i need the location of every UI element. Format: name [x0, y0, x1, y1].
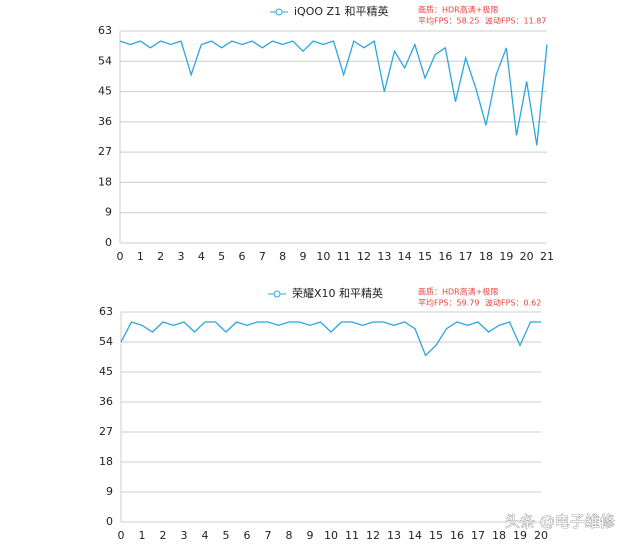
legend-label: 荣耀X10 和平精英: [292, 286, 383, 300]
x-tick-label: 8: [279, 250, 286, 263]
watermark: 头条 @电子维修: [505, 513, 615, 531]
x-tick-label: 13: [377, 250, 391, 263]
annotation: 波动FPS：0.62: [485, 298, 541, 308]
x-tick-label: 3: [178, 250, 185, 263]
x-tick-label: 5: [218, 250, 225, 263]
x-tick-label: 11: [337, 250, 351, 263]
x-tick-label: 19: [499, 250, 513, 263]
x-tick-label: 13: [387, 529, 401, 542]
x-tick-label: 0: [118, 529, 125, 542]
annotation: 波动FPS：11.87: [485, 16, 546, 26]
x-tick-label: 9: [300, 250, 307, 263]
x-tick-label: 19: [513, 529, 527, 542]
legend-marker: [275, 8, 283, 16]
x-tick-label: 17: [471, 529, 485, 542]
annotation: 平均FPS：59.79: [418, 298, 479, 308]
x-tick-label: 17: [459, 250, 473, 263]
x-tick-label: 0: [117, 250, 124, 263]
x-tick-label: 16: [450, 529, 464, 542]
x-tick-label: 20: [520, 250, 534, 263]
series-line: [120, 321, 541, 357]
x-tick-label: 5: [223, 529, 230, 542]
annotation: 画质：HDR高清+极限: [418, 287, 498, 297]
x-tick-label: 15: [429, 529, 443, 542]
y-tick-label: 36: [98, 115, 112, 128]
annotation: 平均FPS：58.25: [418, 16, 479, 26]
x-tick-label: 18: [492, 529, 506, 542]
y-tick-label: 18: [98, 175, 112, 188]
x-tick-label: 10: [324, 529, 338, 542]
x-tick-label: 21: [540, 250, 554, 263]
series-line: [119, 40, 548, 146]
x-tick-label: 10: [316, 250, 330, 263]
annotation: 画质：HDR高清+极限: [418, 5, 498, 15]
x-tick-label: 2: [157, 250, 164, 263]
x-tick-label: 12: [366, 529, 380, 542]
y-tick-label: 45: [99, 365, 113, 378]
y-tick-label: 9: [106, 485, 113, 498]
x-tick-label: 16: [438, 250, 452, 263]
x-tick-label: 14: [408, 529, 422, 542]
y-tick-label: 63: [99, 305, 113, 318]
y-tick-label: 9: [105, 206, 112, 219]
y-tick-label: 45: [98, 85, 112, 98]
x-tick-label: 2: [160, 529, 167, 542]
y-tick-label: 54: [98, 54, 112, 67]
x-tick-label: 18: [479, 250, 493, 263]
y-tick-label: 27: [99, 425, 113, 438]
legend-marker: [273, 290, 281, 298]
y-tick-label: 36: [99, 395, 113, 408]
x-tick-label: 20: [534, 529, 548, 542]
y-tick-label: 27: [98, 145, 112, 158]
x-tick-label: 1: [137, 250, 144, 263]
x-tick-label: 11: [345, 529, 359, 542]
y-tick-label: 54: [99, 335, 113, 348]
x-tick-label: 8: [286, 529, 293, 542]
x-tick-label: 7: [265, 529, 272, 542]
x-tick-label: 14: [398, 250, 412, 263]
x-tick-label: 12: [357, 250, 371, 263]
x-tick-label: 7: [259, 250, 266, 263]
y-tick-label: 18: [99, 455, 113, 468]
y-tick-label: 0: [105, 236, 112, 249]
legend-label: iQOO Z1 和平精英: [294, 4, 389, 18]
x-tick-label: 4: [198, 250, 205, 263]
y-tick-label: 0: [106, 515, 113, 528]
x-tick-label: 3: [181, 529, 188, 542]
y-tick-label: 63: [98, 24, 112, 37]
x-tick-label: 9: [307, 529, 314, 542]
x-tick-label: 6: [239, 250, 246, 263]
x-tick-label: 15: [418, 250, 432, 263]
x-tick-label: 4: [202, 529, 209, 542]
x-tick-label: 6: [244, 529, 251, 542]
x-tick-label: 1: [139, 529, 146, 542]
